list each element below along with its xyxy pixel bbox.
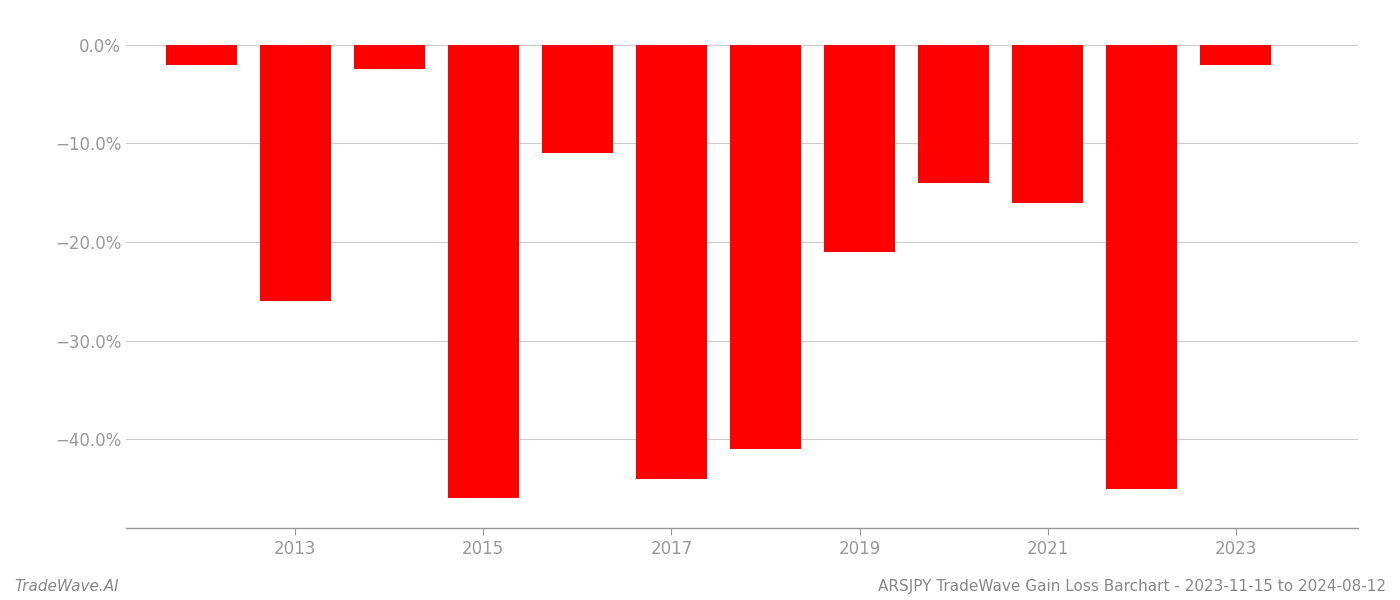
Text: TradeWave.AI: TradeWave.AI [14, 579, 119, 594]
Bar [1012, 45, 1084, 203]
Bar [1106, 45, 1177, 488]
Bar [825, 45, 895, 252]
Bar [354, 45, 424, 70]
Bar [1200, 45, 1271, 65]
Bar [731, 45, 801, 449]
Bar [260, 45, 330, 301]
Bar [167, 45, 237, 65]
Text: ARSJPY TradeWave Gain Loss Barchart - 2023-11-15 to 2024-08-12: ARSJPY TradeWave Gain Loss Barchart - 20… [878, 579, 1386, 594]
Bar [918, 45, 988, 183]
Bar [448, 45, 518, 499]
Bar [636, 45, 707, 479]
Bar [542, 45, 613, 153]
